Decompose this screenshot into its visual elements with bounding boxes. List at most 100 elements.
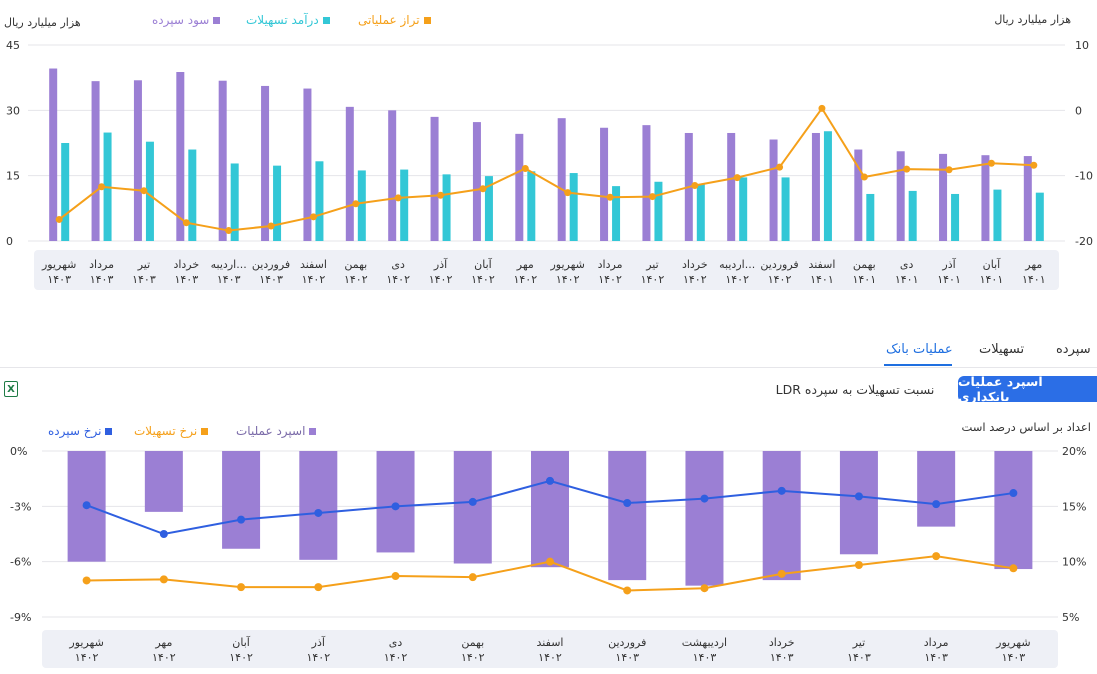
x-tick-label-month: تیر bbox=[645, 258, 658, 271]
point-loan-rate bbox=[468, 573, 477, 582]
x-tick-label-year: ۱۴۰۳ bbox=[132, 273, 156, 286]
tab-loans[interactable]: تسهیلات bbox=[979, 342, 1025, 357]
point-operating-balance bbox=[521, 164, 529, 172]
point-operating-balance bbox=[818, 104, 826, 112]
point-operating-balance bbox=[225, 227, 233, 235]
x-tick-label-year: ۱۴۰۳ bbox=[259, 273, 283, 286]
bar-spread bbox=[453, 451, 492, 564]
point-operating-balance bbox=[352, 200, 360, 208]
spread-button[interactable]: اسپرد عملیات بانکداری bbox=[958, 374, 1097, 404]
point-operating-balance bbox=[564, 189, 572, 197]
x-tick-label-month: مهر bbox=[516, 258, 534, 271]
bottom-x-axis-band bbox=[42, 630, 1058, 668]
x-tick-label-month: خرداد bbox=[682, 258, 708, 271]
point-operating-balance bbox=[55, 215, 63, 223]
percent-note: اعداد بر اساس درصد است bbox=[961, 420, 1091, 434]
bar-deposit-interest bbox=[939, 153, 948, 241]
bar-loan-income bbox=[1035, 192, 1044, 241]
x-tick-label-year: ۱۴۰۳ bbox=[90, 273, 114, 286]
left-tick-label: -9% bbox=[10, 611, 31, 624]
bar-loan-income bbox=[866, 193, 875, 241]
bar-loan-income bbox=[400, 169, 409, 241]
tab-bank-operations[interactable]: عملیات بانک bbox=[886, 342, 953, 357]
point-loan-rate bbox=[546, 557, 554, 566]
x-tick-label-year: ۱۴۰۲ bbox=[306, 651, 330, 664]
ldr-button[interactable]: نسبت تسهیلات به سپرده LDR bbox=[775, 381, 935, 397]
x-tick-label-month: دی bbox=[900, 258, 914, 271]
point-deposit-rate bbox=[700, 494, 709, 503]
bar-spread bbox=[917, 451, 956, 527]
bar-loan-income bbox=[61, 143, 70, 241]
x-tick-label-year: ۱۴۰۲ bbox=[556, 273, 580, 286]
bar-loan-income bbox=[739, 177, 748, 241]
bar-loan-income bbox=[781, 177, 790, 241]
bar-spread bbox=[144, 451, 183, 512]
bar-loan-income bbox=[569, 173, 578, 241]
bar-deposit-interest bbox=[557, 118, 566, 241]
x-tick-label-month: بهمن bbox=[344, 258, 367, 271]
legend-label: نرخ سپرده bbox=[48, 424, 102, 438]
x-tick-label-year: ۱۴۰۳ bbox=[174, 273, 198, 286]
point-loan-rate bbox=[82, 576, 91, 585]
x-tick-label-month: مهر bbox=[1024, 258, 1042, 271]
top-left-axis-unit: هزار میلیارد ریال bbox=[4, 16, 81, 29]
point-operating-balance bbox=[1030, 161, 1038, 169]
bottom-legend-deposit-rate[interactable]: نرخ سپرده bbox=[48, 424, 116, 438]
bar-loan-income bbox=[230, 163, 239, 241]
legend-label: نرخ تسهیلات bbox=[134, 424, 198, 438]
point-loan-rate bbox=[932, 552, 941, 561]
x-tick-label-month: اردیبه... bbox=[211, 258, 247, 271]
legend-label: درآمد تسهیلات bbox=[246, 13, 319, 27]
bar-deposit-interest bbox=[811, 132, 820, 241]
top-chart: 0 15 30 45 -20 -10 0 10 مهر ۱۴۰۱ آبان ۱۴۰۱ آذر ۱۴۰۱ دی… bbox=[6, 39, 1093, 286]
top-legend-loan-income[interactable]: درآمد تسهیلات bbox=[246, 13, 334, 27]
x-tick-label-year: ۱۴۰۱ bbox=[937, 273, 961, 286]
bottom-legend-loan-rate[interactable]: نرخ تسهیلات bbox=[134, 424, 212, 438]
bar-deposit-interest bbox=[727, 132, 736, 241]
x-tick-label-year: ۱۴۰۳ bbox=[770, 651, 794, 664]
point-operating-balance bbox=[776, 163, 784, 171]
x-tick-label-month: مرداد bbox=[924, 636, 949, 649]
bar-deposit-interest bbox=[345, 106, 354, 241]
bar-deposit-interest bbox=[176, 72, 185, 241]
bar-loan-income bbox=[315, 161, 324, 241]
point-deposit-rate bbox=[159, 530, 168, 538]
bar-loan-income bbox=[357, 170, 366, 241]
legend-swatch bbox=[309, 427, 317, 435]
point-loan-rate bbox=[854, 560, 863, 569]
x-tick-label-year: ۱۴۰۲ bbox=[461, 651, 485, 664]
x-tick-label-year: ۱۴۰۲ bbox=[152, 651, 176, 664]
bottom-legend-spread[interactable]: اسپرد عملیات bbox=[236, 424, 320, 438]
legend-swatch bbox=[213, 16, 221, 24]
bar-spread bbox=[685, 451, 724, 586]
x-tick-label-year: ۱۴۰۳ bbox=[47, 273, 71, 286]
x-tick-label-year: ۱۴۰۲ bbox=[513, 273, 537, 286]
excel-export-icon[interactable]: X bbox=[4, 381, 18, 397]
x-tick-label-year: ۱۴۰۱ bbox=[810, 273, 834, 286]
point-deposit-rate bbox=[1009, 489, 1018, 498]
top-legend-operating-balance[interactable]: تراز عملیاتی bbox=[358, 13, 435, 27]
point-operating-balance bbox=[691, 181, 699, 189]
legend-label: اسپرد عملیات bbox=[236, 424, 306, 438]
bar-spread bbox=[222, 451, 261, 549]
right-tick-label: 20% bbox=[1062, 445, 1086, 458]
legend-swatch bbox=[201, 427, 209, 435]
point-deposit-rate bbox=[777, 486, 786, 495]
tab-divider bbox=[0, 367, 1097, 368]
bar-spread bbox=[994, 451, 1033, 570]
x-tick-label-month: اسفند bbox=[537, 636, 564, 649]
x-tick-label-month: مرداد bbox=[89, 258, 114, 271]
point-operating-balance bbox=[945, 166, 953, 174]
point-loan-rate bbox=[237, 583, 246, 592]
bar-deposit-interest bbox=[600, 127, 609, 241]
point-operating-balance bbox=[309, 213, 317, 221]
point-deposit-rate bbox=[468, 497, 477, 506]
top-legend-deposit-interest[interactable]: سود سپرده bbox=[152, 13, 224, 27]
x-tick-label-year: ۱۴۰۳ bbox=[924, 651, 948, 664]
bar-spread bbox=[608, 451, 647, 581]
bar-loan-income bbox=[951, 193, 960, 241]
x-tick-label-year: ۱۴۰۲ bbox=[302, 273, 326, 286]
bar-deposit-interest bbox=[1023, 156, 1032, 241]
tab-deposit[interactable]: سپرده bbox=[1056, 342, 1091, 357]
point-loan-rate bbox=[159, 575, 168, 584]
